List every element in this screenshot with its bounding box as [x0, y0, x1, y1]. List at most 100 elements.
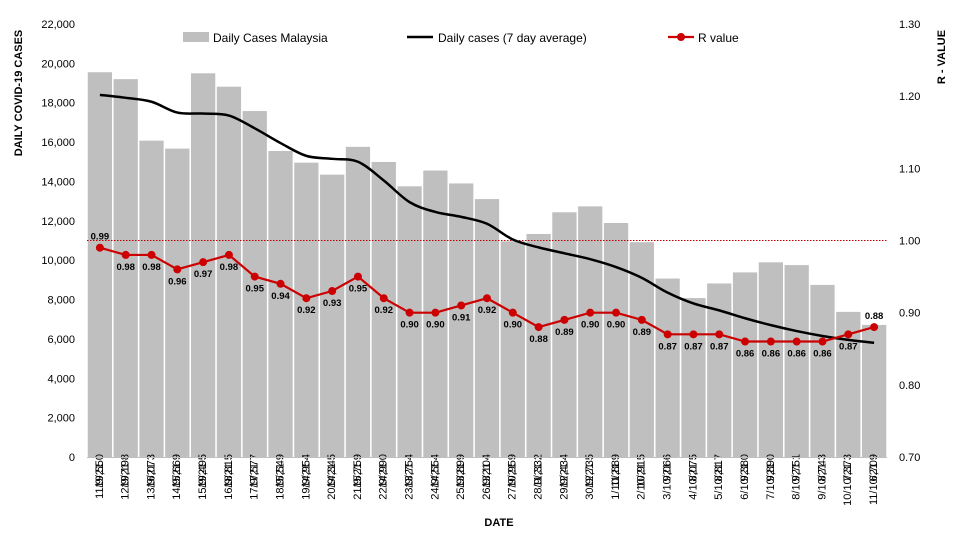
bar-value-label: 15,549 — [274, 454, 286, 488]
r-value-label: 0.90 — [400, 320, 419, 331]
x-tick-label: 26/9/21 — [481, 463, 493, 500]
y-tick-label: 4,000 — [47, 373, 75, 385]
bar-value-label: 9,751 — [791, 454, 803, 482]
bar — [474, 199, 500, 457]
r-value-point — [715, 330, 724, 339]
x-tick-label: 30/9/21 — [584, 463, 596, 500]
y2-tick-label: 1.20 — [899, 91, 920, 103]
r-value-point — [121, 250, 130, 259]
r-value-label: 0.95 — [245, 284, 264, 295]
bar-value-label: 8,743 — [816, 454, 828, 482]
bar-value-label: 18,815 — [223, 454, 235, 488]
y-tick-label: 18,000 — [41, 98, 75, 110]
bar-value-label: 13,754 — [403, 454, 415, 488]
bar-value-label: 14,954 — [300, 454, 312, 488]
legend: Daily Cases Malaysia Daily cases (7 day a… — [183, 31, 739, 45]
legend-swatch-bar — [183, 32, 209, 42]
bar-value-label: 17,577 — [249, 454, 261, 488]
r-value-point — [792, 337, 801, 346]
y-tick-label: 14,000 — [41, 176, 75, 188]
r-value-label: 0.98 — [116, 262, 135, 273]
x-tick-label: 2/10/21 — [636, 463, 648, 500]
bar — [87, 72, 113, 457]
r-value-point — [612, 308, 621, 317]
r-value-label: 0.86 — [736, 349, 755, 360]
bar — [294, 162, 319, 457]
bar — [784, 265, 809, 457]
x-tick-label: 11/9/21 — [94, 463, 106, 499]
x-tick-label: 21/9/21 — [352, 463, 364, 500]
x-tick-label: 12/9/21 — [120, 463, 132, 500]
y2-tick-label: 1.00 — [899, 236, 920, 248]
y2-tick-label: 0.70 — [899, 452, 920, 464]
r-value-point — [689, 330, 698, 339]
r-value-label: 0.86 — [787, 349, 806, 360]
bar — [216, 86, 242, 458]
x-tick-label: 19/9/21 — [300, 463, 312, 500]
r-value-label: 0.87 — [839, 341, 858, 352]
r-value-point — [431, 308, 440, 317]
axes: 0 2,000 4,000 6,000 8,000 10,000 12,000 14,000 1… — [41, 19, 920, 506]
bar — [242, 111, 267, 458]
r-value-label: 0.92 — [375, 305, 394, 316]
x-tick-label: 1/10/21 — [610, 463, 622, 500]
bar-value-label: 14,990 — [378, 454, 390, 488]
x-tick-label: 15/9/21 — [197, 463, 209, 500]
x-axis-title: DATE — [484, 517, 513, 529]
bar — [526, 233, 551, 457]
bar-value-label: 9,380 — [739, 454, 751, 482]
x-tick-label: 27/9/21 — [507, 463, 519, 500]
x-tick-label: 7/10/21 — [765, 463, 777, 500]
y-axis-title: DAILY COVID-19 CASES — [13, 30, 25, 157]
r-value-point — [483, 294, 491, 303]
r-value-label: 0.91 — [452, 312, 471, 323]
r-value-point — [870, 323, 879, 332]
y-tick-label: 6,000 — [47, 334, 75, 346]
bar — [500, 241, 525, 457]
r-value-point — [534, 323, 543, 332]
average-line — [99, 93, 875, 345]
r-value-point — [302, 294, 311, 303]
r-value-point — [199, 258, 208, 267]
bar — [165, 148, 190, 457]
r-value-label: 0.98 — [220, 262, 239, 273]
x-tick-label: 24/9/21 — [429, 463, 441, 500]
bar-value-label: 11,889 — [610, 454, 622, 487]
bar — [320, 174, 345, 458]
r-value-label: 0.99 — [91, 232, 110, 243]
r-value-series: 0.99 0.98 0.98 0.96 0.97 0.98 0.95 0.94 0.92 0.93… — [91, 232, 884, 360]
r-value-label: 0.87 — [684, 341, 703, 352]
r-value-label: 0.92 — [478, 305, 497, 316]
r-value-point — [741, 337, 750, 346]
r-value-label: 0.94 — [271, 291, 290, 302]
r-value-label: 0.87 — [710, 341, 729, 352]
x-tick-label: 20/9/21 — [326, 463, 338, 500]
r-value-label: 0.90 — [426, 320, 445, 331]
y-tick-label: 10,000 — [41, 255, 75, 267]
bar — [758, 262, 783, 457]
x-tick-label: 9/10/21 — [816, 463, 828, 500]
r-value-label: 0.90 — [504, 320, 523, 331]
r-value-point — [147, 250, 156, 259]
bar — [578, 206, 603, 457]
r-value-point — [250, 272, 259, 281]
r-value-label: 0.90 — [581, 320, 600, 331]
r-value-label: 0.88 — [865, 311, 884, 322]
bar-value-label: 9,066 — [662, 454, 674, 482]
bar-value-label: 6,709 — [868, 454, 880, 482]
x-tick-label: 17/9/21 — [249, 463, 261, 500]
bar-value-label: 8,817 — [713, 454, 725, 482]
bar — [861, 324, 887, 457]
r-value-label: 0.88 — [529, 334, 548, 345]
r-value-point — [328, 287, 337, 296]
r-value-label: 0.86 — [813, 349, 832, 360]
x-tick-label: 3/10/21 — [662, 463, 674, 500]
r-value-label: 0.87 — [658, 341, 677, 352]
y2-axis-title: R - VALUE — [936, 30, 948, 84]
bar-value-label: 13,899 — [455, 454, 467, 488]
y-tick-label: 12,000 — [41, 216, 75, 228]
bar-value-label: 7,373 — [842, 454, 854, 482]
x-tick-label: 13/9/21 — [145, 463, 157, 500]
average-line-group — [99, 93, 875, 345]
